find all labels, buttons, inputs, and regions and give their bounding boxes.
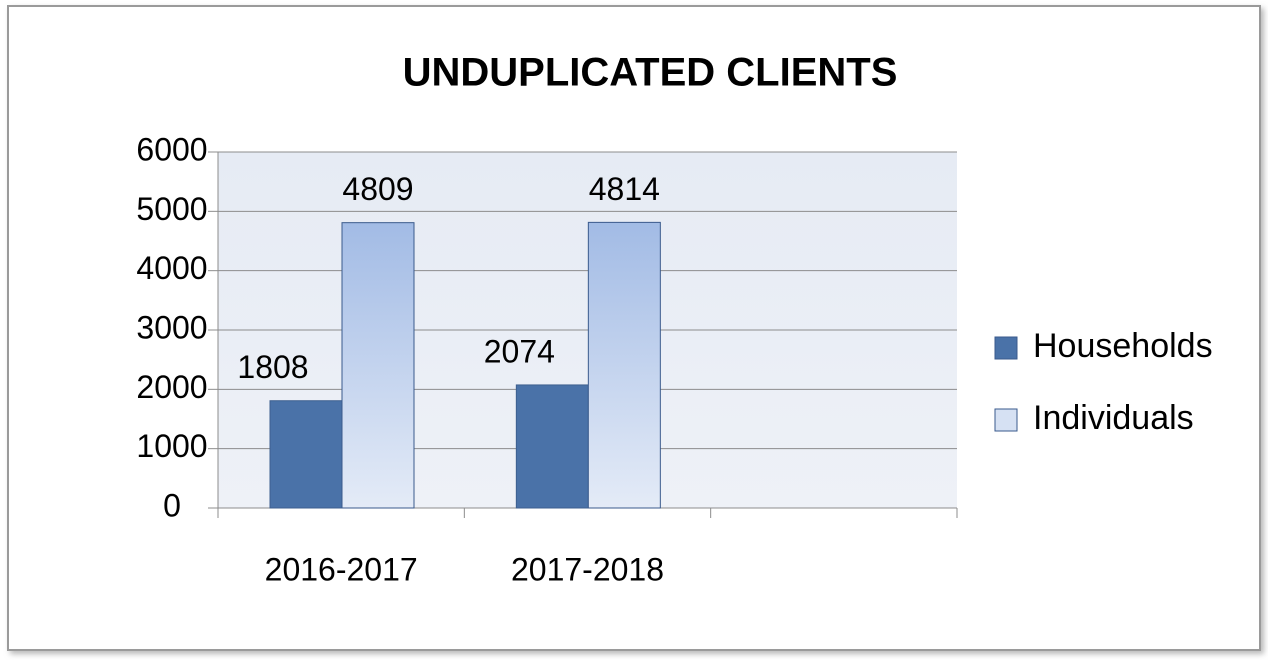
- y-tick-label: 2000: [136, 369, 207, 405]
- data-label: 4814: [589, 171, 660, 207]
- legend-swatch: [994, 408, 1018, 432]
- y-tick-label: 5000: [136, 191, 207, 227]
- bar: [269, 400, 343, 509]
- y-tick-label: 0: [163, 487, 181, 523]
- legend-label: Individuals: [1033, 399, 1194, 437]
- x-tick-label: 2017-2018: [511, 551, 664, 587]
- x-tick-label: 2016-2017: [265, 551, 418, 587]
- chart-title: UNDUPLICATED CLIENTS: [403, 51, 898, 95]
- data-label: 2074: [484, 333, 555, 369]
- bar: [341, 222, 415, 509]
- y-tick-label: 1000: [136, 428, 207, 464]
- data-label: 1808: [237, 349, 308, 385]
- bar: [587, 221, 661, 509]
- data-label: 4809: [342, 171, 413, 207]
- legend-label: Households: [1033, 327, 1213, 365]
- y-tick-label: 3000: [136, 309, 207, 345]
- bar: [515, 384, 589, 509]
- y-tick-label: 4000: [136, 250, 207, 286]
- y-tick-label: 6000: [136, 131, 207, 167]
- legend-swatch: [994, 336, 1018, 360]
